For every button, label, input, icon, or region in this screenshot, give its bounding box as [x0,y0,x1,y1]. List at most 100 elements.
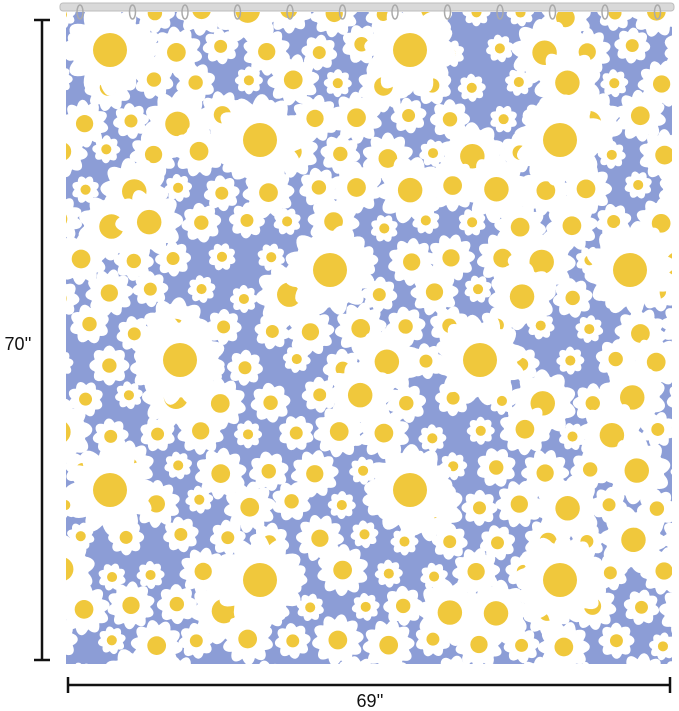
daisy-center [420,215,431,226]
daisy-center [54,74,64,84]
daisy-center [192,12,211,20]
daisy-center [646,352,666,372]
daisy-center [136,209,162,235]
daisy-petals [673,106,679,134]
daisy-center [284,494,299,509]
daisy-center [351,319,371,338]
daisy-center [240,497,260,517]
daisy-center [126,253,142,269]
daisy-center [635,600,648,614]
daisy-petals [658,169,672,211]
daisy-center [291,354,302,365]
daisy-center [66,12,67,18]
daisy-center [51,633,65,647]
daisy-petals [670,468,672,475]
hook [391,4,399,20]
daisy-center [483,601,509,626]
daisy-petals [66,283,80,315]
daisy-center [443,535,457,549]
daisy-center [374,423,394,443]
daisy-center [555,496,580,521]
daisy-center [124,114,138,128]
daisy-center [620,385,645,410]
daisy-center [473,284,484,295]
hook [653,4,662,20]
daisy-center [215,186,229,200]
daisy-center [347,382,373,408]
height-label: 70'' [5,334,32,354]
daisy-center [467,562,485,581]
daisy-center [427,148,439,159]
daisy-center [194,215,209,230]
daisy-center [473,501,486,515]
daisy-center [119,530,133,544]
daisy-center [188,75,203,90]
daisy-center [82,316,97,332]
daisy-center [466,82,477,93]
daisy-center [581,671,591,681]
daisy-center [286,634,300,648]
daisy-center [261,464,276,479]
daisy-center [446,391,460,405]
daisy-center [151,427,165,441]
daisy-center [402,109,416,123]
daisy-center [649,501,665,516]
daisy-center [584,324,595,335]
hook [338,4,347,20]
daisy-center [145,569,156,581]
daisy-center [107,571,118,583]
daisy-center [426,632,440,646]
daisy-center [509,284,535,309]
daisy-petals [440,655,471,664]
daisy-center [543,563,577,597]
daisy-center [282,216,293,227]
daisy-center [562,216,582,236]
daisy-center [75,115,94,133]
daisy-center [429,571,440,582]
daisy-petals [66,68,73,91]
daisy-center [143,282,157,296]
daisy-center [311,180,327,195]
daisy-center [536,464,554,482]
daisy-center [146,72,162,87]
daisy-center [165,111,190,137]
daisy-center [655,562,672,580]
hook [496,4,504,20]
daisy-center [624,458,650,483]
daisy-center [603,566,617,580]
daisy-center [163,343,197,377]
daisy-center [554,637,574,657]
daisy-center [122,596,140,614]
daisy-center [166,252,180,266]
daisy-center [238,629,258,649]
daisy-center [393,473,427,507]
daisy-petals [259,660,277,664]
daisy-center [173,182,184,193]
daisy-center [515,638,529,652]
daisy-center [54,359,64,369]
daisy-center [383,568,394,579]
daisy-center [379,223,390,234]
daisy-center [493,248,513,268]
daisy-center [74,600,94,619]
daisy-center [582,462,598,477]
daisy-center [283,70,303,90]
daisy-center [399,396,414,411]
daisy-center [442,112,458,127]
daisy-center [376,12,390,21]
daisy-center [189,634,203,648]
daisy-center [613,253,647,287]
daisy-center [243,563,277,597]
daisy-center [427,433,438,444]
daisy-center [403,253,421,271]
daisy-petals [206,666,242,702]
daisy-center [631,324,650,343]
daisy-petals [506,12,535,27]
hook [76,4,84,20]
daisy-center [306,465,324,483]
daisy-petals [66,127,88,178]
daisy-petals [75,662,88,664]
daisy-center [358,465,369,476]
daisy-petals [523,656,558,664]
